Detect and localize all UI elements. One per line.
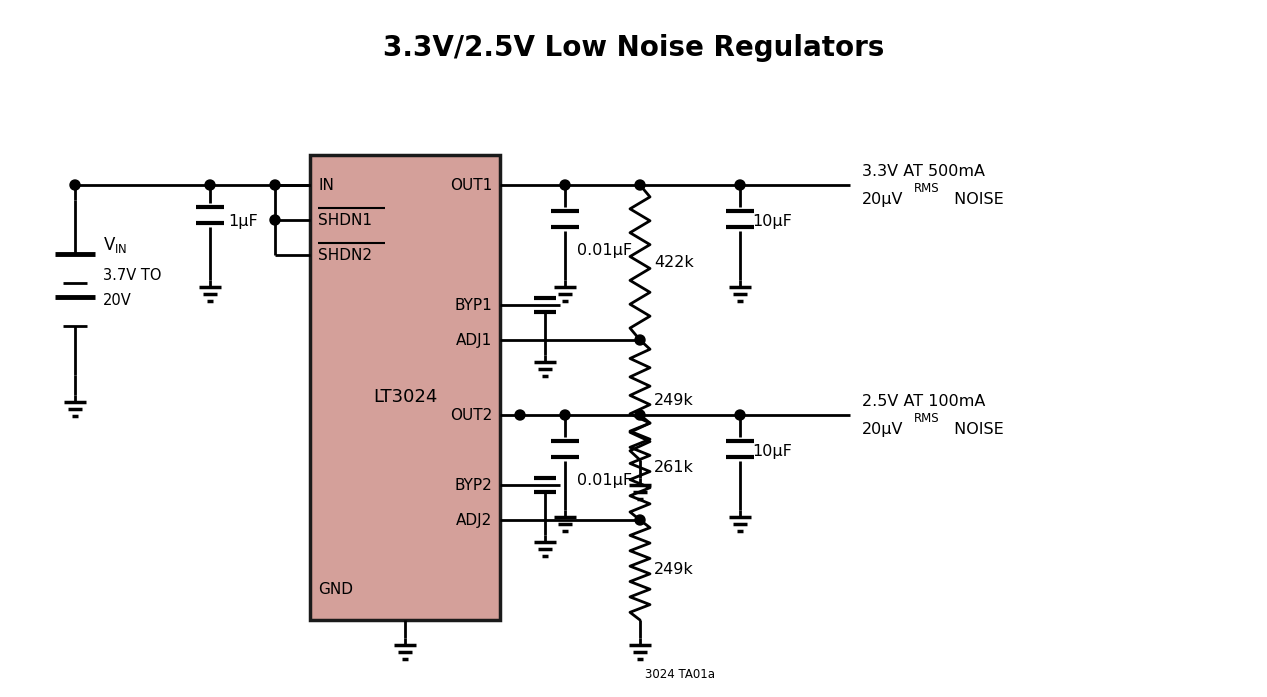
Text: SHDN2: SHDN2	[318, 247, 372, 263]
Text: 261k: 261k	[654, 460, 694, 475]
Circle shape	[205, 180, 215, 190]
Circle shape	[560, 410, 570, 420]
Text: 20µV: 20µV	[862, 422, 903, 436]
Text: IN: IN	[318, 178, 334, 192]
Text: BYP1: BYP1	[455, 298, 492, 312]
Text: RMS: RMS	[914, 412, 940, 425]
Text: RMS: RMS	[914, 182, 940, 195]
Text: 20V: 20V	[103, 293, 132, 307]
Circle shape	[270, 215, 280, 225]
Text: OUT1: OUT1	[450, 178, 492, 192]
Text: 0.01µF: 0.01µF	[576, 243, 632, 257]
Text: 249k: 249k	[654, 392, 694, 408]
Circle shape	[635, 515, 645, 525]
Text: 10µF: 10µF	[753, 443, 792, 459]
Circle shape	[635, 410, 645, 420]
Circle shape	[635, 335, 645, 345]
Text: 249k: 249k	[654, 562, 694, 578]
Text: ADJ1: ADJ1	[456, 332, 492, 348]
Circle shape	[514, 410, 525, 420]
Circle shape	[735, 180, 745, 190]
Text: NOISE: NOISE	[949, 192, 1003, 206]
Bar	[310, 155, 500, 620]
Text: V$_{\mathregular{IN}}$: V$_{\mathregular{IN}}$	[103, 235, 128, 255]
Circle shape	[560, 180, 570, 190]
Text: 3024 TA01a: 3024 TA01a	[645, 668, 715, 682]
Text: 1µF: 1µF	[228, 213, 257, 229]
Text: 3.3V/2.5V Low Noise Regulators: 3.3V/2.5V Low Noise Regulators	[383, 34, 884, 62]
Circle shape	[270, 180, 280, 190]
Text: 3.7V TO: 3.7V TO	[103, 268, 161, 282]
Circle shape	[70, 180, 80, 190]
Text: 20µV: 20µV	[862, 192, 903, 206]
Text: 2.5V AT 100mA: 2.5V AT 100mA	[862, 394, 986, 408]
Text: ADJ2: ADJ2	[456, 512, 492, 528]
Text: NOISE: NOISE	[949, 422, 1003, 436]
Text: OUT2: OUT2	[450, 408, 492, 422]
Circle shape	[635, 180, 645, 190]
Text: GND: GND	[318, 583, 353, 597]
Text: 422k: 422k	[654, 255, 694, 270]
Text: LT3024: LT3024	[372, 388, 437, 406]
Text: 0.01µF: 0.01µF	[576, 473, 632, 487]
Text: BYP2: BYP2	[455, 477, 492, 493]
Text: SHDN1: SHDN1	[318, 213, 372, 227]
Text: 10µF: 10µF	[753, 213, 792, 229]
Text: 3.3V AT 500mA: 3.3V AT 500mA	[862, 164, 984, 178]
Circle shape	[735, 410, 745, 420]
